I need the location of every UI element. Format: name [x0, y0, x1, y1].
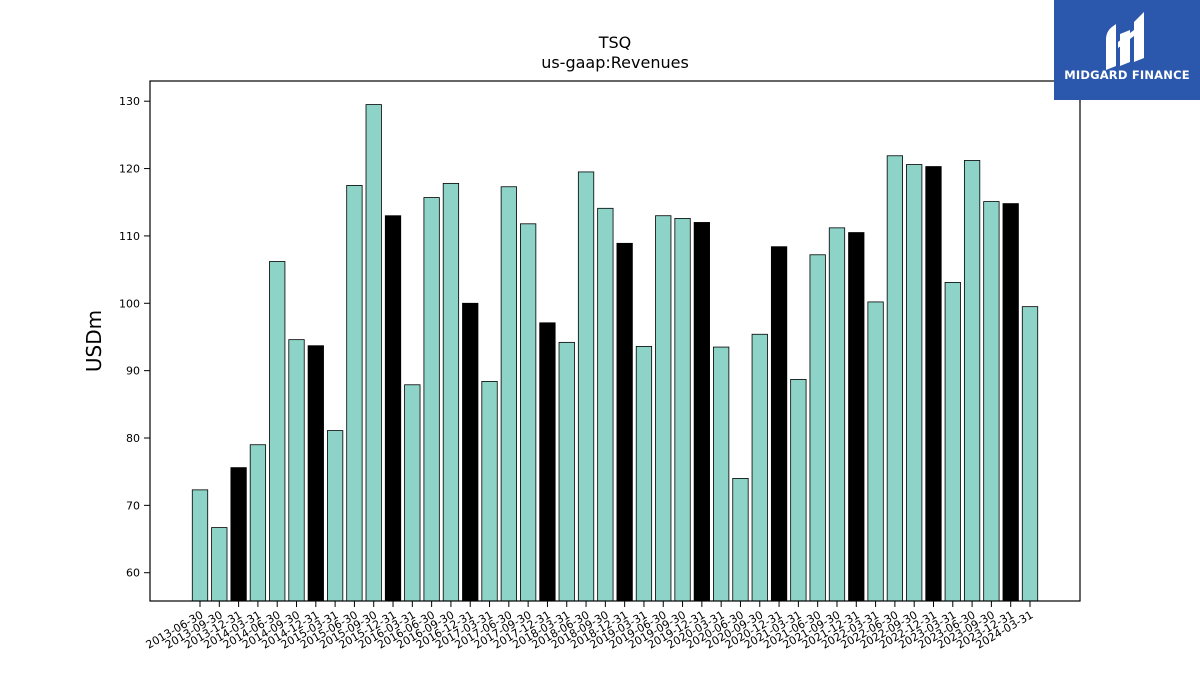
bar-series [191, 104, 1039, 602]
bar [828, 227, 846, 602]
y-tick-label: 80 [126, 432, 140, 445]
bar [404, 384, 421, 602]
bar [963, 160, 981, 602]
bar [365, 104, 382, 602]
y-tick-label: 110 [119, 230, 140, 243]
y-axis-ticks: 60 70 80 90 100 110 120 130 [119, 95, 150, 580]
bar [655, 215, 672, 602]
bar [713, 346, 730, 602]
y-axis-label: USDm [82, 310, 106, 372]
bar [751, 333, 768, 602]
y-tick-label: 70 [126, 499, 140, 512]
bar [635, 345, 653, 602]
bar [944, 281, 961, 602]
bar [925, 166, 942, 602]
bar [423, 197, 440, 602]
bar [1021, 306, 1039, 602]
chart-subtitle: us-gaap:Revenues [541, 53, 689, 72]
bar [520, 223, 537, 602]
y-tick-label: 90 [126, 365, 140, 378]
bar [906, 164, 923, 602]
bar [500, 186, 517, 602]
bar [384, 215, 402, 602]
bar [867, 301, 884, 602]
y-tick-label: 100 [119, 297, 140, 310]
bar [770, 246, 788, 602]
bar [326, 430, 344, 602]
bar [249, 444, 267, 602]
bar [191, 489, 209, 602]
bar [732, 478, 749, 602]
bar [983, 201, 1000, 602]
bar [616, 242, 633, 602]
logo-mark-icon [1106, 12, 1144, 70]
bar [481, 381, 498, 602]
bar [809, 254, 826, 602]
bar [346, 184, 363, 602]
bar [577, 171, 595, 602]
bar [848, 232, 865, 602]
y-tick-label: 60 [126, 567, 140, 580]
logo-text: MIDGARD FINANCE [1064, 68, 1190, 82]
bar [269, 261, 286, 602]
y-tick-label: 130 [119, 95, 140, 108]
bar [886, 155, 903, 602]
midgard-finance-logo: MIDGARD FINANCE [1054, 0, 1200, 100]
plot-frame [149, 80, 1081, 602]
chart-title: TSQ [598, 33, 632, 52]
bar [597, 207, 614, 602]
bar [1002, 203, 1019, 602]
y-tick-label: 120 [119, 163, 140, 176]
bar [211, 527, 228, 602]
bar [693, 222, 710, 602]
bar [674, 218, 691, 602]
bar [539, 322, 556, 602]
bar [230, 467, 247, 602]
bar [558, 341, 575, 602]
x-axis-ticks: 2013-06-302013-09-302013-12-312014-03-31… [144, 601, 1036, 652]
bar [288, 339, 305, 602]
bar [462, 302, 479, 602]
bar [790, 378, 807, 602]
bar [442, 182, 460, 602]
bar [307, 345, 324, 602]
